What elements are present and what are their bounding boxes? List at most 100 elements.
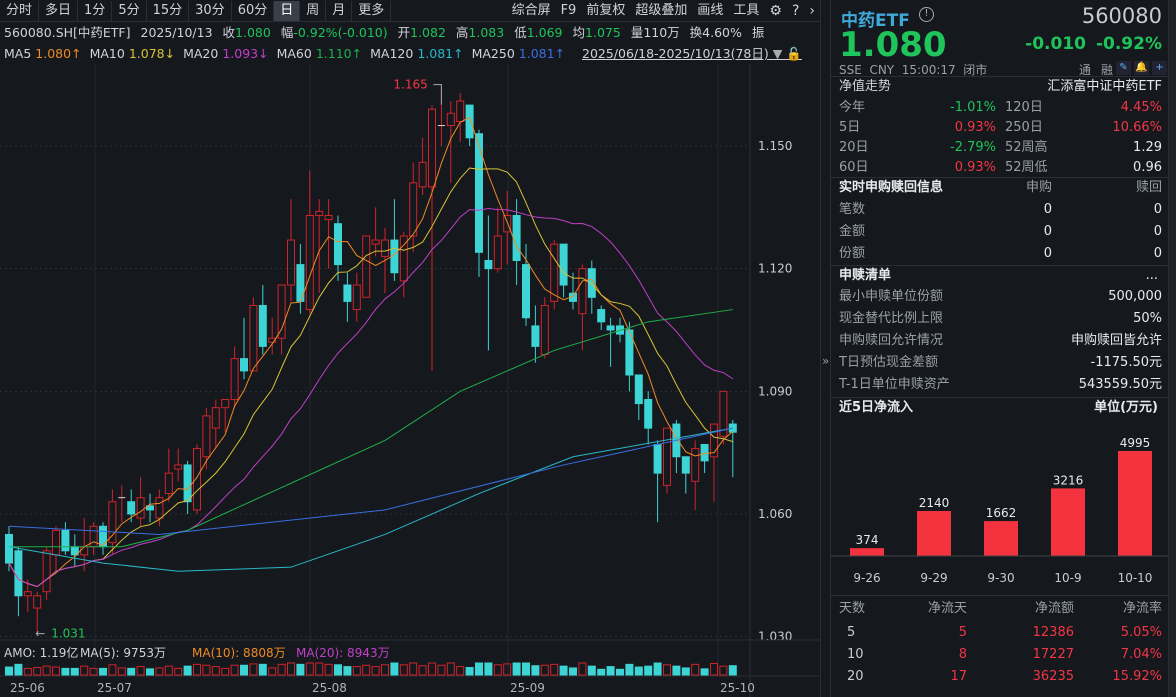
volume-bar xyxy=(437,664,446,676)
nav-value: 0.93% xyxy=(954,160,996,175)
volume-bar xyxy=(99,667,107,676)
gear-icon[interactable]: ⚙ xyxy=(769,2,782,19)
help-icon[interactable]: ? xyxy=(791,2,800,19)
rt-label: 份额 xyxy=(839,246,866,261)
y-tick-label: 1.090 xyxy=(758,384,792,398)
tab-4[interactable]: 15分 xyxy=(147,0,190,21)
table-cell: 5.05% xyxy=(1120,625,1162,640)
nav-label: 20日 xyxy=(839,140,869,155)
flow-bar xyxy=(1051,488,1085,556)
amplitude-label: 振 xyxy=(751,25,765,40)
candle xyxy=(5,526,13,572)
candle xyxy=(324,199,333,269)
volume-bar xyxy=(672,665,681,676)
edit-icon[interactable]: ✎ xyxy=(1116,61,1131,75)
candle xyxy=(211,399,220,449)
volume-bar xyxy=(14,663,23,676)
flag-tong: 通 xyxy=(1079,63,1092,77)
list-header: 申赎清单... xyxy=(839,265,1162,286)
ma-value: 1.078↓ xyxy=(128,46,176,61)
volume-bar xyxy=(663,664,671,676)
tool-2[interactable]: 前复权 xyxy=(586,2,626,18)
close-label: 收 xyxy=(222,25,236,40)
ma-label: MA60 xyxy=(276,46,312,61)
info-icon[interactable]: ! xyxy=(919,7,934,22)
tool-0[interactable]: 综合屏 xyxy=(511,2,551,18)
volume-bar xyxy=(52,666,60,676)
list-label: 现金替代比例上限 xyxy=(839,311,944,326)
tab-3[interactable]: 5分 xyxy=(112,0,147,21)
volume-bar xyxy=(465,667,474,676)
open-value: 1.082 xyxy=(410,25,446,40)
list-value: 543559.50元 xyxy=(1078,377,1162,392)
tool-1[interactable]: F9 xyxy=(560,2,577,18)
volume-bar xyxy=(33,667,42,676)
candle xyxy=(634,374,643,420)
flow-header: 近5日净流入 单位(万元) xyxy=(839,397,1162,418)
volume-bar xyxy=(324,663,333,676)
list-value: 申购赎回皆允许 xyxy=(1070,333,1162,348)
table-cell: 36235 xyxy=(1032,669,1074,684)
list-label: T-1日单位申赎资产 xyxy=(839,377,950,392)
add-icon[interactable]: + xyxy=(1152,61,1167,75)
volume-bar xyxy=(587,665,596,676)
table-cell: 17 xyxy=(950,669,967,684)
flow-bar xyxy=(917,511,951,556)
candle xyxy=(23,579,32,613)
volume-bar xyxy=(230,664,239,676)
rt-sub: 0 xyxy=(1043,202,1052,217)
flow-table-row: 20 17 36235 15.92% xyxy=(839,666,1162,687)
chevron-right-icon[interactable]: › xyxy=(809,2,815,19)
tab-6[interactable]: 60分 xyxy=(232,0,275,21)
list-row: T-1日单位申赎资产 543559.50元 xyxy=(839,374,1162,395)
turnover-label: 换 xyxy=(689,25,703,40)
nav-label: 250日 xyxy=(1005,120,1043,135)
y-tick-label: 1.060 xyxy=(758,507,792,521)
tab-0[interactable]: 分时 xyxy=(0,0,40,21)
tab-5[interactable]: 30分 xyxy=(189,0,232,21)
tab-2[interactable]: 1分 xyxy=(78,0,113,21)
tab-1[interactable]: 多日 xyxy=(39,0,79,21)
volume-bar xyxy=(108,664,117,676)
volume-bar xyxy=(155,667,164,676)
tab-9[interactable]: 月 xyxy=(326,0,353,21)
ma-label: MA120 xyxy=(370,46,414,61)
flow-date: 10-10 xyxy=(1118,571,1153,585)
table-cell: 5 xyxy=(847,625,856,640)
low-value: 1.069 xyxy=(526,25,563,40)
candle xyxy=(183,460,192,515)
tab-8[interactable]: 周 xyxy=(300,0,327,21)
more-button[interactable]: ... xyxy=(1145,268,1158,283)
candle xyxy=(663,427,671,494)
volume-bar xyxy=(268,667,277,676)
tool-4[interactable]: 画线 xyxy=(697,2,724,18)
candle xyxy=(625,321,634,392)
flow-value: 3216 xyxy=(1053,473,1084,487)
bell-icon[interactable]: 🔔 xyxy=(1134,61,1149,75)
panel-splitter[interactable]: » xyxy=(820,0,830,697)
volume-bar xyxy=(634,666,643,676)
volume-bar xyxy=(249,663,258,676)
volume-bar xyxy=(258,663,267,676)
nav-row: 今年 -1.01% 120日 4.45% xyxy=(839,97,1162,118)
candle xyxy=(681,456,690,494)
kline-chart[interactable]: 1.150 1.120 1.090 1.060 1.030 25-06 25-07 25-08… xyxy=(0,64,820,697)
date-range-selector[interactable]: 2025/06/18-2025/10/13(78日) ▼ 🔓 xyxy=(582,44,802,63)
nav-row: 20日 -2.79% 52周高 1.29 xyxy=(839,137,1162,158)
expand-icon[interactable]: » xyxy=(822,354,830,368)
volume-bar xyxy=(127,667,136,676)
tool-3[interactable]: 超级叠加 xyxy=(635,2,688,18)
tab-10[interactable]: 更多 xyxy=(352,0,392,21)
flow-value: 4995 xyxy=(1120,436,1151,450)
dropdown-icon: ▼ xyxy=(772,46,783,61)
lock-icon[interactable]: 🔓 xyxy=(786,46,802,61)
volume-bar xyxy=(70,667,79,676)
amo-legend: AMO: 1.19亿 xyxy=(4,645,78,660)
table-cell: 10 xyxy=(847,647,864,662)
scrollbar[interactable] xyxy=(1168,0,1176,697)
tool-5[interactable]: 工具 xyxy=(733,2,760,18)
nav-label: 5日 xyxy=(839,120,861,135)
tab-7[interactable]: 日 xyxy=(274,0,301,21)
candle xyxy=(249,297,258,372)
quote-date: 2025/10/13 xyxy=(140,25,213,40)
